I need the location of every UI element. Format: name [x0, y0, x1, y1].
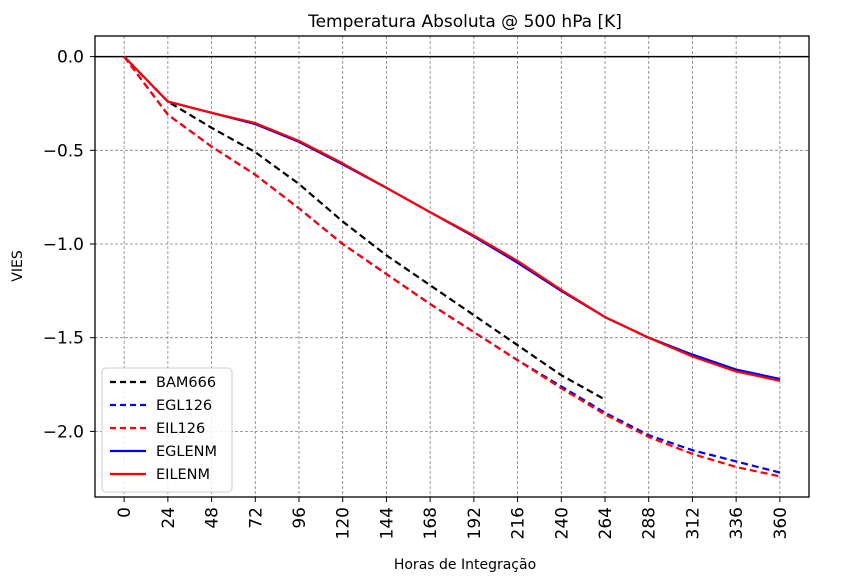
x-tick-label: 24: [159, 507, 179, 529]
legend-box: [101, 367, 233, 493]
y-tick-label: −1.5: [43, 329, 84, 349]
y-axis-label: VIES: [10, 250, 26, 282]
y-tick-label: −1.0: [43, 235, 84, 255]
x-tick-label: 336: [727, 507, 747, 539]
y-tick-label: 0.0: [57, 48, 84, 68]
legend-label-eilenm: EILENM: [156, 467, 210, 483]
legend-label-bam666: BAM666: [156, 375, 216, 391]
x-tick-label: 216: [509, 507, 529, 539]
x-tick-label: 240: [552, 507, 572, 539]
legend-label-eglenm: EGLENM: [156, 444, 217, 460]
y-axis: 0.0 −0.5 −1.0 −1.5 −2.0: [43, 48, 95, 442]
x-tick-label: 360: [771, 507, 791, 539]
x-tick-label: 192: [465, 507, 485, 539]
plot-frame: [94, 35, 810, 498]
series-line-bam666: [123, 55, 606, 401]
series-group: [123, 55, 781, 478]
series-line-eilenm: [123, 55, 781, 382]
legend-label-eil126: EIL126: [156, 421, 205, 437]
x-tick-label: 168: [421, 507, 441, 539]
x-tick-label: 0: [115, 507, 135, 518]
x-tick-label: 48: [203, 507, 223, 529]
x-tick-label: 144: [377, 507, 397, 539]
x-tick-label: 72: [246, 507, 266, 529]
legend-label-egl126: EGL126: [156, 398, 212, 414]
x-axis-label: Horas de Integração: [394, 557, 536, 573]
x-tick-label: 120: [334, 507, 354, 539]
legend: BAM666 EGL126 EIL126 EGLENM EILENM: [101, 367, 233, 493]
x-tick-label: 264: [596, 507, 616, 539]
x-tick-label: 312: [683, 507, 703, 539]
series-line-eil126: [123, 55, 781, 478]
y-tick-label: −0.5: [43, 141, 84, 161]
x-tick-label: 96: [290, 507, 310, 529]
y-tick-label: −2.0: [43, 422, 84, 442]
chart-title: Temperatura Absoluta @ 500 hPa [K]: [307, 12, 622, 32]
x-tick-label: 288: [640, 507, 660, 539]
x-axis: 0 24 48 72 96 120 144 168 192 216 240 264 288 312 336 3…: [115, 497, 791, 539]
